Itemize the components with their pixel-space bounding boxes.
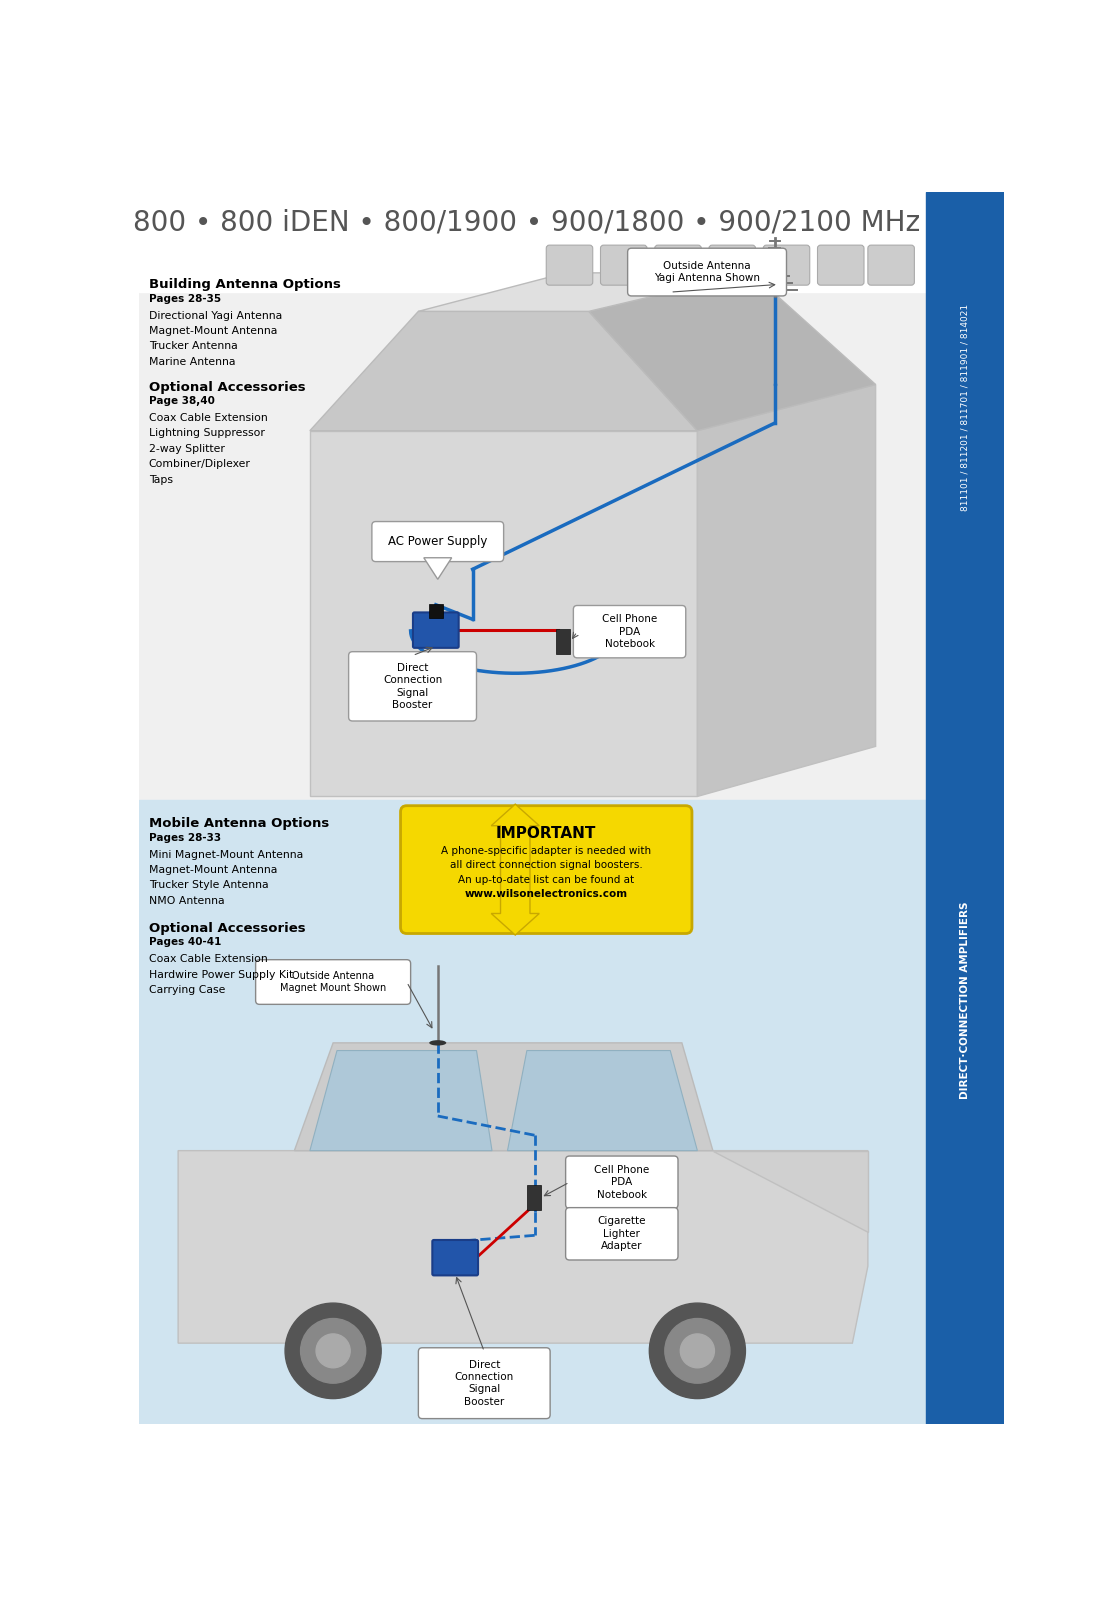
FancyBboxPatch shape xyxy=(429,603,443,618)
Text: Outside Antenna
Magnet Mount Shown: Outside Antenna Magnet Mount Shown xyxy=(280,971,386,994)
Polygon shape xyxy=(697,384,875,797)
Text: Marine Antenna: Marine Antenna xyxy=(148,357,235,366)
FancyBboxPatch shape xyxy=(413,613,458,648)
Bar xyxy=(139,800,925,1424)
FancyBboxPatch shape xyxy=(565,1208,678,1259)
Polygon shape xyxy=(294,1043,712,1150)
Circle shape xyxy=(649,1302,746,1398)
Text: Cell Phone
PDA
Notebook: Cell Phone PDA Notebook xyxy=(602,614,657,650)
Text: An up-to-date list can be found at: An up-to-date list can be found at xyxy=(458,875,634,885)
Bar xyxy=(139,192,925,800)
Text: DIRECT·CONNECTION AMPLIFIERS: DIRECT·CONNECTION AMPLIFIERS xyxy=(960,902,970,1099)
Polygon shape xyxy=(589,274,875,430)
FancyBboxPatch shape xyxy=(546,245,593,285)
Polygon shape xyxy=(310,430,697,797)
FancyBboxPatch shape xyxy=(418,1347,550,1419)
FancyBboxPatch shape xyxy=(255,960,410,1005)
Text: 800 • 800 iDEN • 800/1900 • 900/1800 • 900/2100 MHz: 800 • 800 iDEN • 800/1900 • 900/1800 • 9… xyxy=(134,208,921,237)
Text: AC Power Supply: AC Power Supply xyxy=(388,534,487,549)
Polygon shape xyxy=(507,1051,697,1150)
Text: Direct
Connection
Signal
Booster: Direct Connection Signal Booster xyxy=(455,1360,514,1406)
FancyBboxPatch shape xyxy=(867,245,914,285)
Bar xyxy=(139,192,925,293)
Polygon shape xyxy=(492,805,540,934)
FancyBboxPatch shape xyxy=(573,605,686,658)
Bar xyxy=(527,1186,541,1210)
Text: IMPORTANT: IMPORTANT xyxy=(496,826,597,840)
Text: Page 38,40: Page 38,40 xyxy=(148,397,214,406)
Polygon shape xyxy=(310,312,697,430)
FancyBboxPatch shape xyxy=(349,651,476,722)
Bar xyxy=(925,192,1004,1424)
Text: Mini Magnet-Mount Antenna: Mini Magnet-Mount Antenna xyxy=(148,850,303,859)
Text: NMO Antenna: NMO Antenna xyxy=(148,896,224,906)
Text: Cigarette
Lighter
Adapter: Cigarette Lighter Adapter xyxy=(598,1216,646,1251)
Text: Directional Yagi Antenna: Directional Yagi Antenna xyxy=(148,310,282,320)
Polygon shape xyxy=(310,430,697,797)
Text: Trucker Style Antenna: Trucker Style Antenna xyxy=(148,880,269,890)
Text: Coax Cable Extension: Coax Cable Extension xyxy=(148,413,268,422)
Polygon shape xyxy=(310,1051,492,1150)
Polygon shape xyxy=(178,1150,867,1342)
FancyBboxPatch shape xyxy=(628,248,786,296)
Ellipse shape xyxy=(429,1040,446,1045)
FancyBboxPatch shape xyxy=(372,522,504,562)
Text: Magnet-Mount Antenna: Magnet-Mount Antenna xyxy=(148,326,277,336)
Text: Hardwire Power Supply Kit: Hardwire Power Supply Kit xyxy=(148,970,293,979)
Text: Lightning Suppressor: Lightning Suppressor xyxy=(148,429,264,438)
FancyBboxPatch shape xyxy=(764,245,809,285)
Text: A phone-specific adapter is needed with
all direct connection signal boosters.: A phone-specific adapter is needed with … xyxy=(442,846,651,870)
Text: Magnet-Mount Antenna: Magnet-Mount Antenna xyxy=(148,866,277,875)
Text: Pages 28-35: Pages 28-35 xyxy=(148,294,221,304)
Text: Building Antenna Options: Building Antenna Options xyxy=(148,278,340,291)
Text: Pages 28-33: Pages 28-33 xyxy=(148,832,221,843)
FancyBboxPatch shape xyxy=(817,245,864,285)
Text: Carrying Case: Carrying Case xyxy=(148,986,225,995)
Text: www.wilsonelectronics.com: www.wilsonelectronics.com xyxy=(465,890,628,899)
Text: Taps: Taps xyxy=(148,475,173,485)
Text: Outside Antenna
Yagi Antenna Shown: Outside Antenna Yagi Antenna Shown xyxy=(655,261,760,283)
FancyBboxPatch shape xyxy=(433,1240,478,1275)
Text: 2-way Splitter: 2-way Splitter xyxy=(148,443,224,454)
FancyBboxPatch shape xyxy=(709,245,756,285)
Circle shape xyxy=(301,1318,366,1382)
Text: Trucker Antenna: Trucker Antenna xyxy=(148,341,237,352)
FancyBboxPatch shape xyxy=(655,245,701,285)
FancyBboxPatch shape xyxy=(565,1157,678,1208)
Circle shape xyxy=(285,1302,381,1398)
Circle shape xyxy=(680,1334,715,1368)
Bar xyxy=(556,629,570,654)
Text: 811101 / 811201 / 811701 / 811901 / 814021: 811101 / 811201 / 811701 / 811901 / 8140… xyxy=(960,304,969,510)
Text: Cell Phone
PDA
Notebook: Cell Phone PDA Notebook xyxy=(594,1165,649,1200)
Polygon shape xyxy=(418,274,752,312)
Text: Pages 40-41: Pages 40-41 xyxy=(148,938,221,947)
Text: Mobile Antenna Options: Mobile Antenna Options xyxy=(148,818,329,830)
Text: Direct
Connection
Signal
Booster: Direct Connection Signal Booster xyxy=(382,662,443,710)
FancyBboxPatch shape xyxy=(400,806,692,933)
Text: Coax Cable Extension: Coax Cable Extension xyxy=(148,954,268,965)
Circle shape xyxy=(316,1334,350,1368)
Text: Optional Accessories: Optional Accessories xyxy=(148,381,306,394)
Circle shape xyxy=(665,1318,730,1382)
Polygon shape xyxy=(712,1150,867,1232)
Text: Optional Accessories: Optional Accessories xyxy=(148,922,306,934)
FancyBboxPatch shape xyxy=(601,245,647,285)
Polygon shape xyxy=(424,558,452,579)
Text: Combiner/Diplexer: Combiner/Diplexer xyxy=(148,459,251,469)
